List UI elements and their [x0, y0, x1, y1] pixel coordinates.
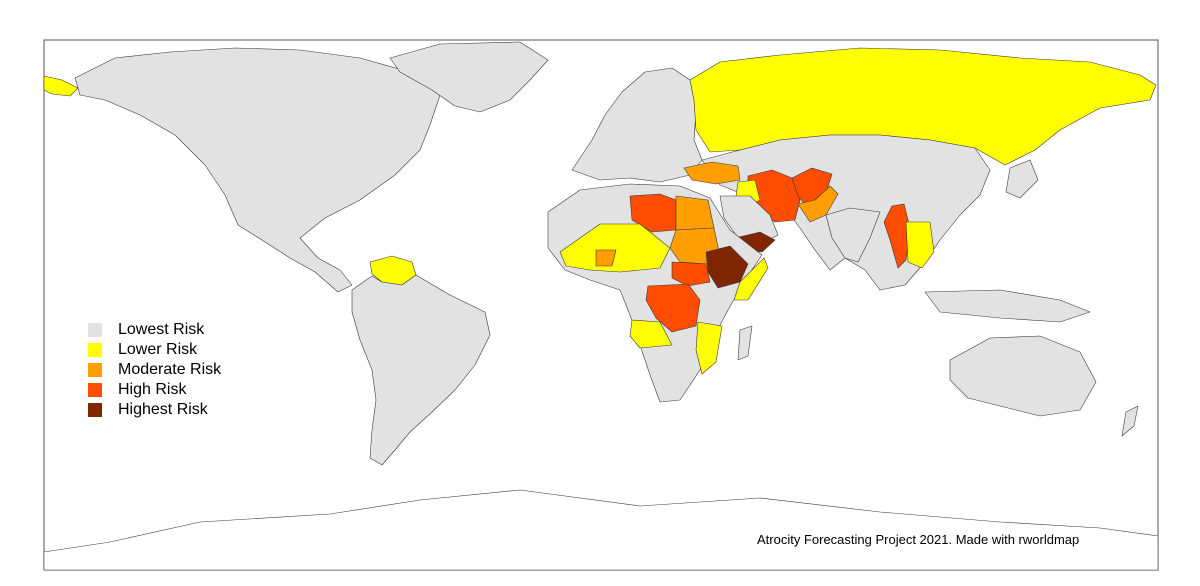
japan: [1005, 159, 1039, 199]
legend-item-highest-risk: Highest Risk: [88, 400, 221, 420]
legend-label-lowest: Lowest Risk: [118, 321, 205, 338]
chukotka-west: [43, 75, 79, 97]
map-legend: Lowest Risk Lower Risk Moderate Risk Hig…: [88, 320, 221, 420]
indonesia: [924, 289, 1091, 323]
legend-swatch-high: [88, 383, 102, 397]
pakistan: [797, 185, 839, 223]
north-america: [74, 47, 441, 293]
egypt: [675, 195, 715, 231]
map-caption: Atrocity Forecasting Project 2021. Made …: [757, 532, 1080, 547]
nigeria: [595, 249, 617, 267]
sahel: [559, 223, 671, 273]
thailand: [905, 221, 935, 269]
australia: [949, 335, 1097, 417]
legend-label-highest: Highest Risk: [118, 401, 208, 418]
south-america: [351, 274, 491, 466]
greenland: [389, 41, 549, 113]
europe: [571, 67, 703, 183]
legend-item-moderate-risk: Moderate Risk: [88, 360, 221, 380]
legend-item-lower-risk: Lower Risk: [88, 340, 221, 360]
legend-label-moderate: Moderate Risk: [118, 361, 222, 378]
legend-swatch-moderate: [88, 363, 102, 377]
madagascar: [737, 325, 753, 361]
legend-swatch-lowest: [88, 323, 102, 337]
somalia: [733, 257, 769, 301]
legend-label-high: High Risk: [118, 381, 187, 398]
south-sudan: [671, 261, 711, 287]
mozambique: [695, 321, 723, 375]
legend-item-high-risk: High Risk: [88, 380, 221, 400]
legend-swatch-highest: [88, 403, 102, 417]
antarctica: [43, 489, 1159, 571]
turkey: [683, 161, 741, 185]
legend-swatch-lower: [88, 343, 102, 357]
new-zealand: [1121, 405, 1139, 437]
india: [825, 207, 881, 263]
legend-item-lowest-risk: Lowest Risk: [88, 320, 221, 340]
myanmar: [883, 203, 911, 269]
dr-congo: [645, 283, 701, 333]
angola-mozambique: [629, 319, 673, 349]
landmasses: [43, 41, 1159, 571]
legend-label-lower: Lower Risk: [118, 341, 198, 358]
russia: [689, 47, 1157, 166]
